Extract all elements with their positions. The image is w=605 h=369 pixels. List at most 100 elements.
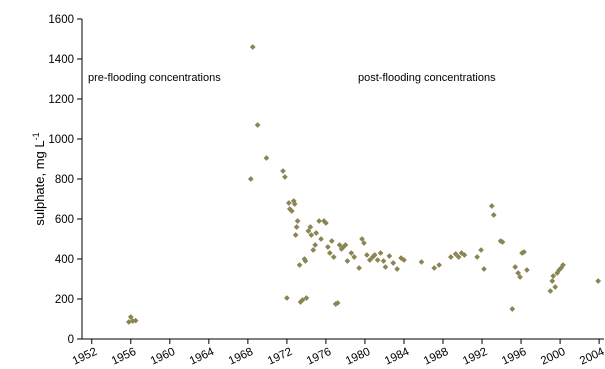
- data-point: [523, 267, 530, 273]
- data-point: [515, 270, 522, 276]
- y-tick-label: 800: [55, 174, 74, 186]
- y-tick-label: 200: [55, 294, 74, 306]
- x-tick-label: 1968: [227, 346, 255, 368]
- annotation-post-flooding: post-flooding concentrations: [358, 72, 496, 84]
- data-point: [499, 239, 506, 245]
- x-tick-label: 1972: [266, 346, 294, 368]
- data-point: [382, 264, 389, 270]
- x-tick-label: 2004: [578, 346, 605, 368]
- data-point: [386, 253, 393, 259]
- data-point: [509, 306, 516, 312]
- data-point: [283, 295, 290, 301]
- data-point: [318, 236, 325, 242]
- x-tick-label: 1952: [71, 346, 99, 368]
- data-point: [281, 174, 288, 180]
- data-point: [254, 122, 261, 128]
- data-point: [547, 288, 554, 294]
- data-point: [455, 254, 462, 260]
- data-point: [303, 295, 310, 301]
- data-point: [359, 236, 365, 242]
- data-point: [307, 224, 314, 230]
- data-points: [125, 44, 602, 325]
- y-tick-label: 0: [68, 334, 74, 346]
- data-point: [595, 278, 602, 284]
- x-tick-label: 1988: [422, 346, 450, 368]
- x-tick-label: 1956: [110, 346, 138, 368]
- data-point: [552, 284, 559, 290]
- data-point: [313, 230, 320, 236]
- data-point: [326, 250, 333, 256]
- data-point: [431, 265, 438, 271]
- chart-axes: [77, 18, 604, 344]
- data-point: [330, 254, 337, 260]
- data-point: [490, 212, 497, 218]
- data-point: [452, 251, 459, 257]
- x-tick-label: 1976: [305, 346, 333, 368]
- y-tick-label: 600: [55, 214, 74, 226]
- data-point: [249, 44, 256, 50]
- data-point: [380, 258, 387, 264]
- data-point: [127, 314, 134, 320]
- data-point: [560, 262, 566, 268]
- data-point: [291, 201, 298, 207]
- data-point: [401, 257, 407, 263]
- data-point: [361, 240, 367, 246]
- data-point: [550, 273, 557, 279]
- data-point: [461, 252, 468, 258]
- y-axis-label: sulphate, mg L-1: [31, 132, 47, 225]
- data-point: [336, 242, 343, 248]
- data-point: [342, 242, 349, 248]
- data-point: [344, 258, 351, 264]
- data-point: [488, 203, 495, 209]
- data-point: [512, 264, 519, 270]
- x-tick-label: 1980: [344, 346, 372, 368]
- data-point: [418, 259, 425, 265]
- x-tick-label: 1984: [383, 346, 412, 368]
- data-point: [288, 208, 295, 214]
- data-point: [521, 249, 527, 255]
- x-tick-label: 1960: [149, 346, 177, 368]
- data-point: [292, 232, 299, 238]
- data-point: [308, 232, 315, 238]
- data-point: [390, 260, 397, 266]
- y-tick-label: 400: [55, 254, 74, 266]
- x-tick-label: 2000: [539, 346, 567, 368]
- data-point: [132, 317, 139, 324]
- data-point: [394, 266, 401, 272]
- data-point: [263, 155, 270, 161]
- data-point: [549, 278, 556, 284]
- y-tick-label: 1400: [48, 54, 74, 66]
- data-point: [436, 262, 443, 268]
- data-point: [481, 266, 487, 272]
- data-point: [334, 300, 341, 306]
- x-tick-label: 1992: [461, 346, 489, 368]
- data-point: [363, 252, 370, 258]
- data-point: [366, 257, 373, 263]
- x-tick-label: 1996: [500, 346, 528, 368]
- data-point: [316, 218, 323, 224]
- data-point: [324, 244, 331, 250]
- data-point: [299, 297, 306, 303]
- x-tick-label: 1964: [188, 346, 217, 368]
- data-point: [247, 176, 254, 182]
- y-tick-label: 1000: [48, 134, 74, 146]
- data-point: [458, 250, 465, 256]
- data-point: [374, 257, 381, 263]
- y-tick-label: 1200: [48, 94, 74, 106]
- data-point: [351, 254, 358, 260]
- data-point: [280, 168, 286, 174]
- data-point: [517, 274, 524, 280]
- data-point: [322, 220, 329, 226]
- data-point: [305, 228, 312, 234]
- data-point: [294, 218, 301, 224]
- data-point: [310, 247, 317, 253]
- data-point: [293, 224, 300, 230]
- data-point: [371, 252, 378, 258]
- y-tick-label: 1600: [48, 14, 74, 26]
- data-point: [478, 247, 485, 253]
- data-point: [348, 250, 355, 256]
- data-point: [474, 254, 481, 260]
- data-point: [296, 262, 303, 268]
- data-point: [312, 242, 319, 248]
